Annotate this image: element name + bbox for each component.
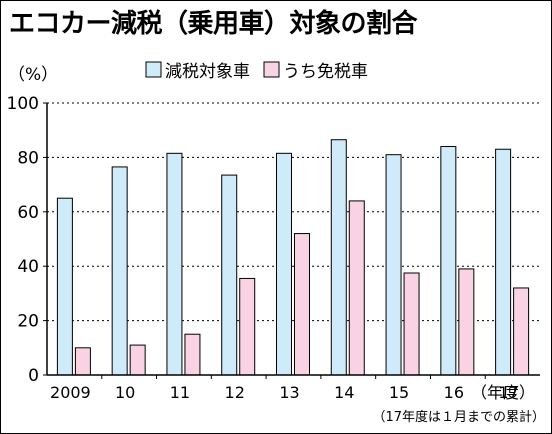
bar-reduced-tax [56,197,73,376]
y-tick-label: 0 [28,366,39,386]
y-tick-label: 20 [17,312,39,332]
x-tick-label: 11 [170,383,190,402]
bar-reduced-tax [495,148,512,376]
bar-tax-exempt [348,200,365,376]
bar-tax-exempt [184,333,201,376]
x-tick-label: 17 [498,383,518,402]
bar-tax-exempt [513,287,530,376]
y-tick-label: 100 [7,94,39,114]
y-tick-label: 80 [17,148,39,168]
x-tick-label: 14 [334,383,354,402]
legend-label-reduced-tax: 減税対象車 [165,62,250,82]
bar-tax-exempt [129,344,146,376]
bar-reduced-tax [221,174,238,376]
bar-tax-exempt [403,272,420,376]
x-tick-label: 2009 [50,383,91,402]
y-tick-label: 40 [17,257,39,277]
bar-tax-exempt [239,277,256,376]
x-unit-label: （年度） [471,383,535,402]
bar-reduced-tax [330,139,347,376]
chart-title: エコカー減税（乗用車）対象の割合 [9,9,418,39]
x-tick-label: 15 [389,383,409,402]
bar-tax-exempt [294,233,310,376]
y-unit-label: （%） [8,65,58,85]
x-tick-label: 13 [279,383,299,402]
bar-reduced-tax [385,154,402,376]
legend-label-tax-exempt: うち免税車 [283,62,368,82]
footnote: （17年度は１月までの累計） [372,409,545,425]
x-tick-label: 10 [115,383,135,402]
bar-reduced-tax [440,146,457,376]
bar-tax-exempt [458,268,475,376]
bar-reduced-tax [166,152,183,376]
legend-swatch-reduced-tax [145,61,162,78]
x-tick-label: 16 [444,383,464,402]
y-tick-label: 60 [17,203,39,223]
bar-reduced-tax [111,166,128,376]
bar-reduced-tax [276,152,292,376]
bar-tax-exempt [74,347,91,376]
legend-swatch-tax-exempt [263,61,280,78]
x-tick-label: 12 [225,383,245,402]
